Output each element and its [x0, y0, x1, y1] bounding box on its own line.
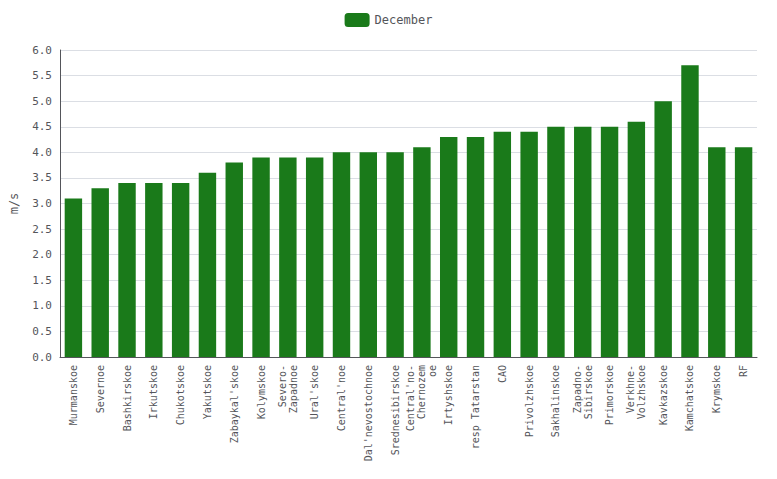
svg-text:4.5: 4.5	[32, 120, 52, 133]
svg-text:Central'no-: Central'no-	[405, 365, 416, 431]
svg-text:Kamchatskoe: Kamchatskoe	[684, 365, 695, 431]
svg-text:December: December	[375, 13, 433, 27]
svg-text:Volzhskoe: Volzhskoe	[636, 365, 647, 419]
svg-text:1.0: 1.0	[32, 299, 52, 312]
svg-text:Sakhalinskoe: Sakhalinskoe	[550, 365, 561, 437]
svg-text:5.5: 5.5	[32, 69, 52, 82]
svg-text:Zapadnoe: Zapadnoe	[288, 365, 299, 413]
svg-text:RF: RF	[738, 365, 749, 377]
svg-text:resp Tatarstan: resp Tatarstan	[470, 365, 481, 449]
svg-text:Irtyshskoe: Irtyshskoe	[443, 365, 454, 425]
svg-text:m/s: m/s	[7, 193, 21, 215]
svg-text:Murmanskoe: Murmanskoe	[68, 365, 79, 425]
svg-text:Chernozem: Chernozem	[416, 365, 427, 419]
svg-text:Zabaykal'skoe: Zabaykal'skoe	[229, 365, 240, 443]
svg-text:Krymskoe: Krymskoe	[711, 365, 722, 413]
svg-text:Kavkazskoe: Kavkazskoe	[658, 365, 669, 425]
svg-text:Srednesibirskoe: Srednesibirskoe	[390, 365, 401, 455]
svg-text:Ural'skoe: Ural'skoe	[309, 365, 320, 419]
svg-text:Yakutskoe: Yakutskoe	[202, 365, 213, 419]
svg-text:4.0: 4.0	[32, 146, 52, 159]
svg-text:Privolzhskoe: Privolzhskoe	[524, 365, 535, 437]
svg-text:Chukotskoe: Chukotskoe	[175, 365, 186, 425]
svg-text:Bashkirskoe: Bashkirskoe	[122, 365, 133, 431]
svg-text:Severo-: Severo-	[277, 365, 288, 407]
svg-text:Severnoe: Severnoe	[95, 365, 106, 413]
svg-text:0.0: 0.0	[32, 351, 52, 364]
svg-text:6.0: 6.0	[32, 44, 52, 57]
svg-text:5.0: 5.0	[32, 95, 52, 108]
svg-text:2.5: 2.5	[32, 223, 52, 236]
svg-text:0.5: 0.5	[32, 325, 52, 338]
svg-text:2.0: 2.0	[32, 248, 52, 261]
svg-text:Kolymskoe: Kolymskoe	[256, 365, 267, 419]
svg-text:Irkutskoe: Irkutskoe	[148, 365, 159, 419]
svg-text:oe: oe	[427, 365, 438, 377]
svg-text:Central'noe: Central'noe	[336, 365, 347, 431]
svg-text:CAO: CAO	[497, 365, 508, 383]
svg-text:3.5: 3.5	[32, 171, 52, 184]
svg-text:Verkhne-: Verkhne-	[625, 365, 636, 413]
svg-text:Sibirskoe: Sibirskoe	[583, 365, 594, 419]
svg-text:3.0: 3.0	[32, 197, 52, 210]
svg-text:Primorskoe: Primorskoe	[604, 365, 615, 425]
svg-text:Zapadno-: Zapadno-	[572, 365, 583, 413]
svg-text:Dal'nevostochnoe: Dal'nevostochnoe	[363, 365, 374, 461]
svg-text:1.5: 1.5	[32, 274, 52, 287]
